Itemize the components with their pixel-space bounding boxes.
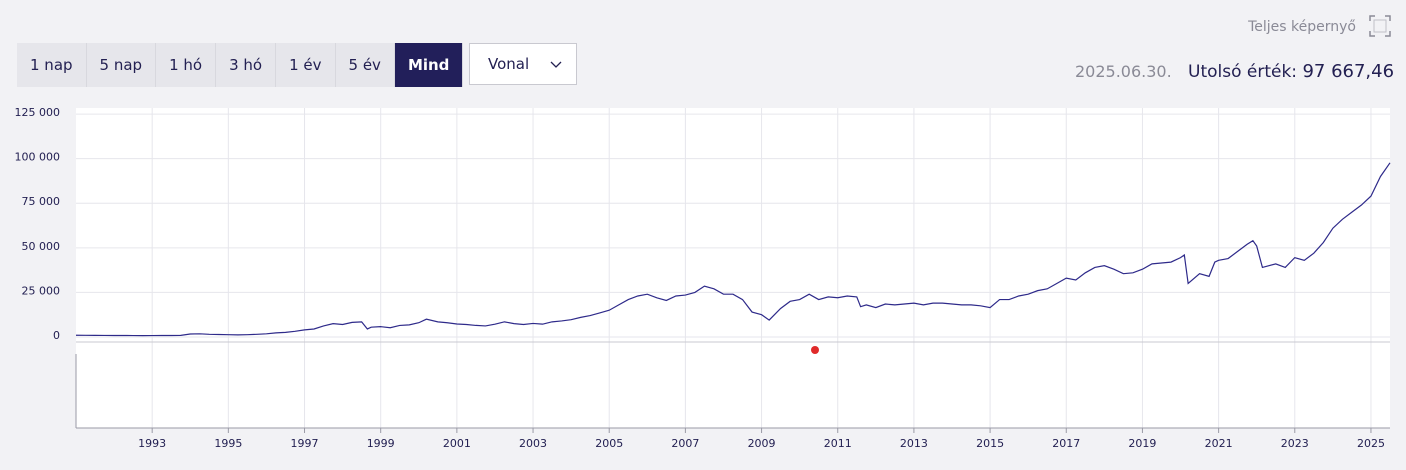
- x-tick-label: 2011: [824, 437, 852, 450]
- last-value-number: 97 667,46: [1302, 61, 1395, 82]
- range-button[interactable]: 1 nap: [17, 43, 87, 87]
- dropdown-label: Vonal: [488, 55, 530, 73]
- range-button[interactable]: 3 hó: [216, 43, 277, 87]
- range-buttons: 1 nap 5 nap 1 hó 3 hó 1 év 5 év Mind: [17, 43, 464, 87]
- x-tick-label: 1999: [367, 437, 395, 450]
- lower-panel: [76, 342, 1390, 428]
- last-value: Utolsó érték: 97 667,46: [1188, 61, 1394, 82]
- x-tick-label: 2005: [595, 437, 623, 450]
- y-tick-label: 0: [53, 329, 60, 342]
- y-tick-label: 25 000: [22, 284, 61, 297]
- x-tick-label: 2007: [671, 437, 699, 450]
- x-tick-label: 2025: [1357, 437, 1385, 450]
- chevron: [550, 61, 562, 68]
- x-tick-label: 2017: [1052, 437, 1080, 450]
- range-button[interactable]: 5 nap: [86, 43, 157, 87]
- x-tick-label: 2023: [1281, 437, 1309, 450]
- last-date: 2025.06.30.: [1075, 62, 1172, 81]
- range-button[interactable]: 1 hó: [156, 43, 217, 87]
- x-tick-label: 1995: [214, 437, 242, 450]
- x-tick-label: 2021: [1205, 437, 1233, 450]
- series-line: [75, 162, 1391, 337]
- y-tick-label: 75 000: [22, 195, 61, 208]
- event-marker: [811, 346, 819, 354]
- x-tick-label: 2009: [748, 437, 776, 450]
- x-tick-label: 2003: [519, 437, 547, 450]
- plot-area: [76, 108, 1390, 342]
- y-tick-label: 125 000: [15, 106, 61, 119]
- x-tick-label: 2019: [1128, 437, 1156, 450]
- range-button[interactable]: Mind: [394, 43, 464, 87]
- fullscreen-icon[interactable]: [1369, 15, 1391, 37]
- x-tick-label: 2013: [900, 437, 928, 450]
- x-tick-label: 1997: [291, 437, 319, 450]
- chart-style-dropdown[interactable]: Vonal: [469, 43, 577, 85]
- y-tick-label: 100 000: [15, 151, 61, 164]
- x-tick-label: 1993: [138, 437, 166, 450]
- range-button[interactable]: 5 év: [335, 43, 395, 87]
- fullscreen-label[interactable]: Teljes képernyő: [1248, 19, 1356, 35]
- x-tick-label: 2001: [443, 437, 471, 450]
- y-tick-label: 50 000: [22, 240, 61, 253]
- last-value-label: Utolsó érték:: [1188, 62, 1298, 82]
- x-tick-label: 2015: [976, 437, 1004, 450]
- range-button[interactable]: 1 év: [276, 43, 336, 87]
